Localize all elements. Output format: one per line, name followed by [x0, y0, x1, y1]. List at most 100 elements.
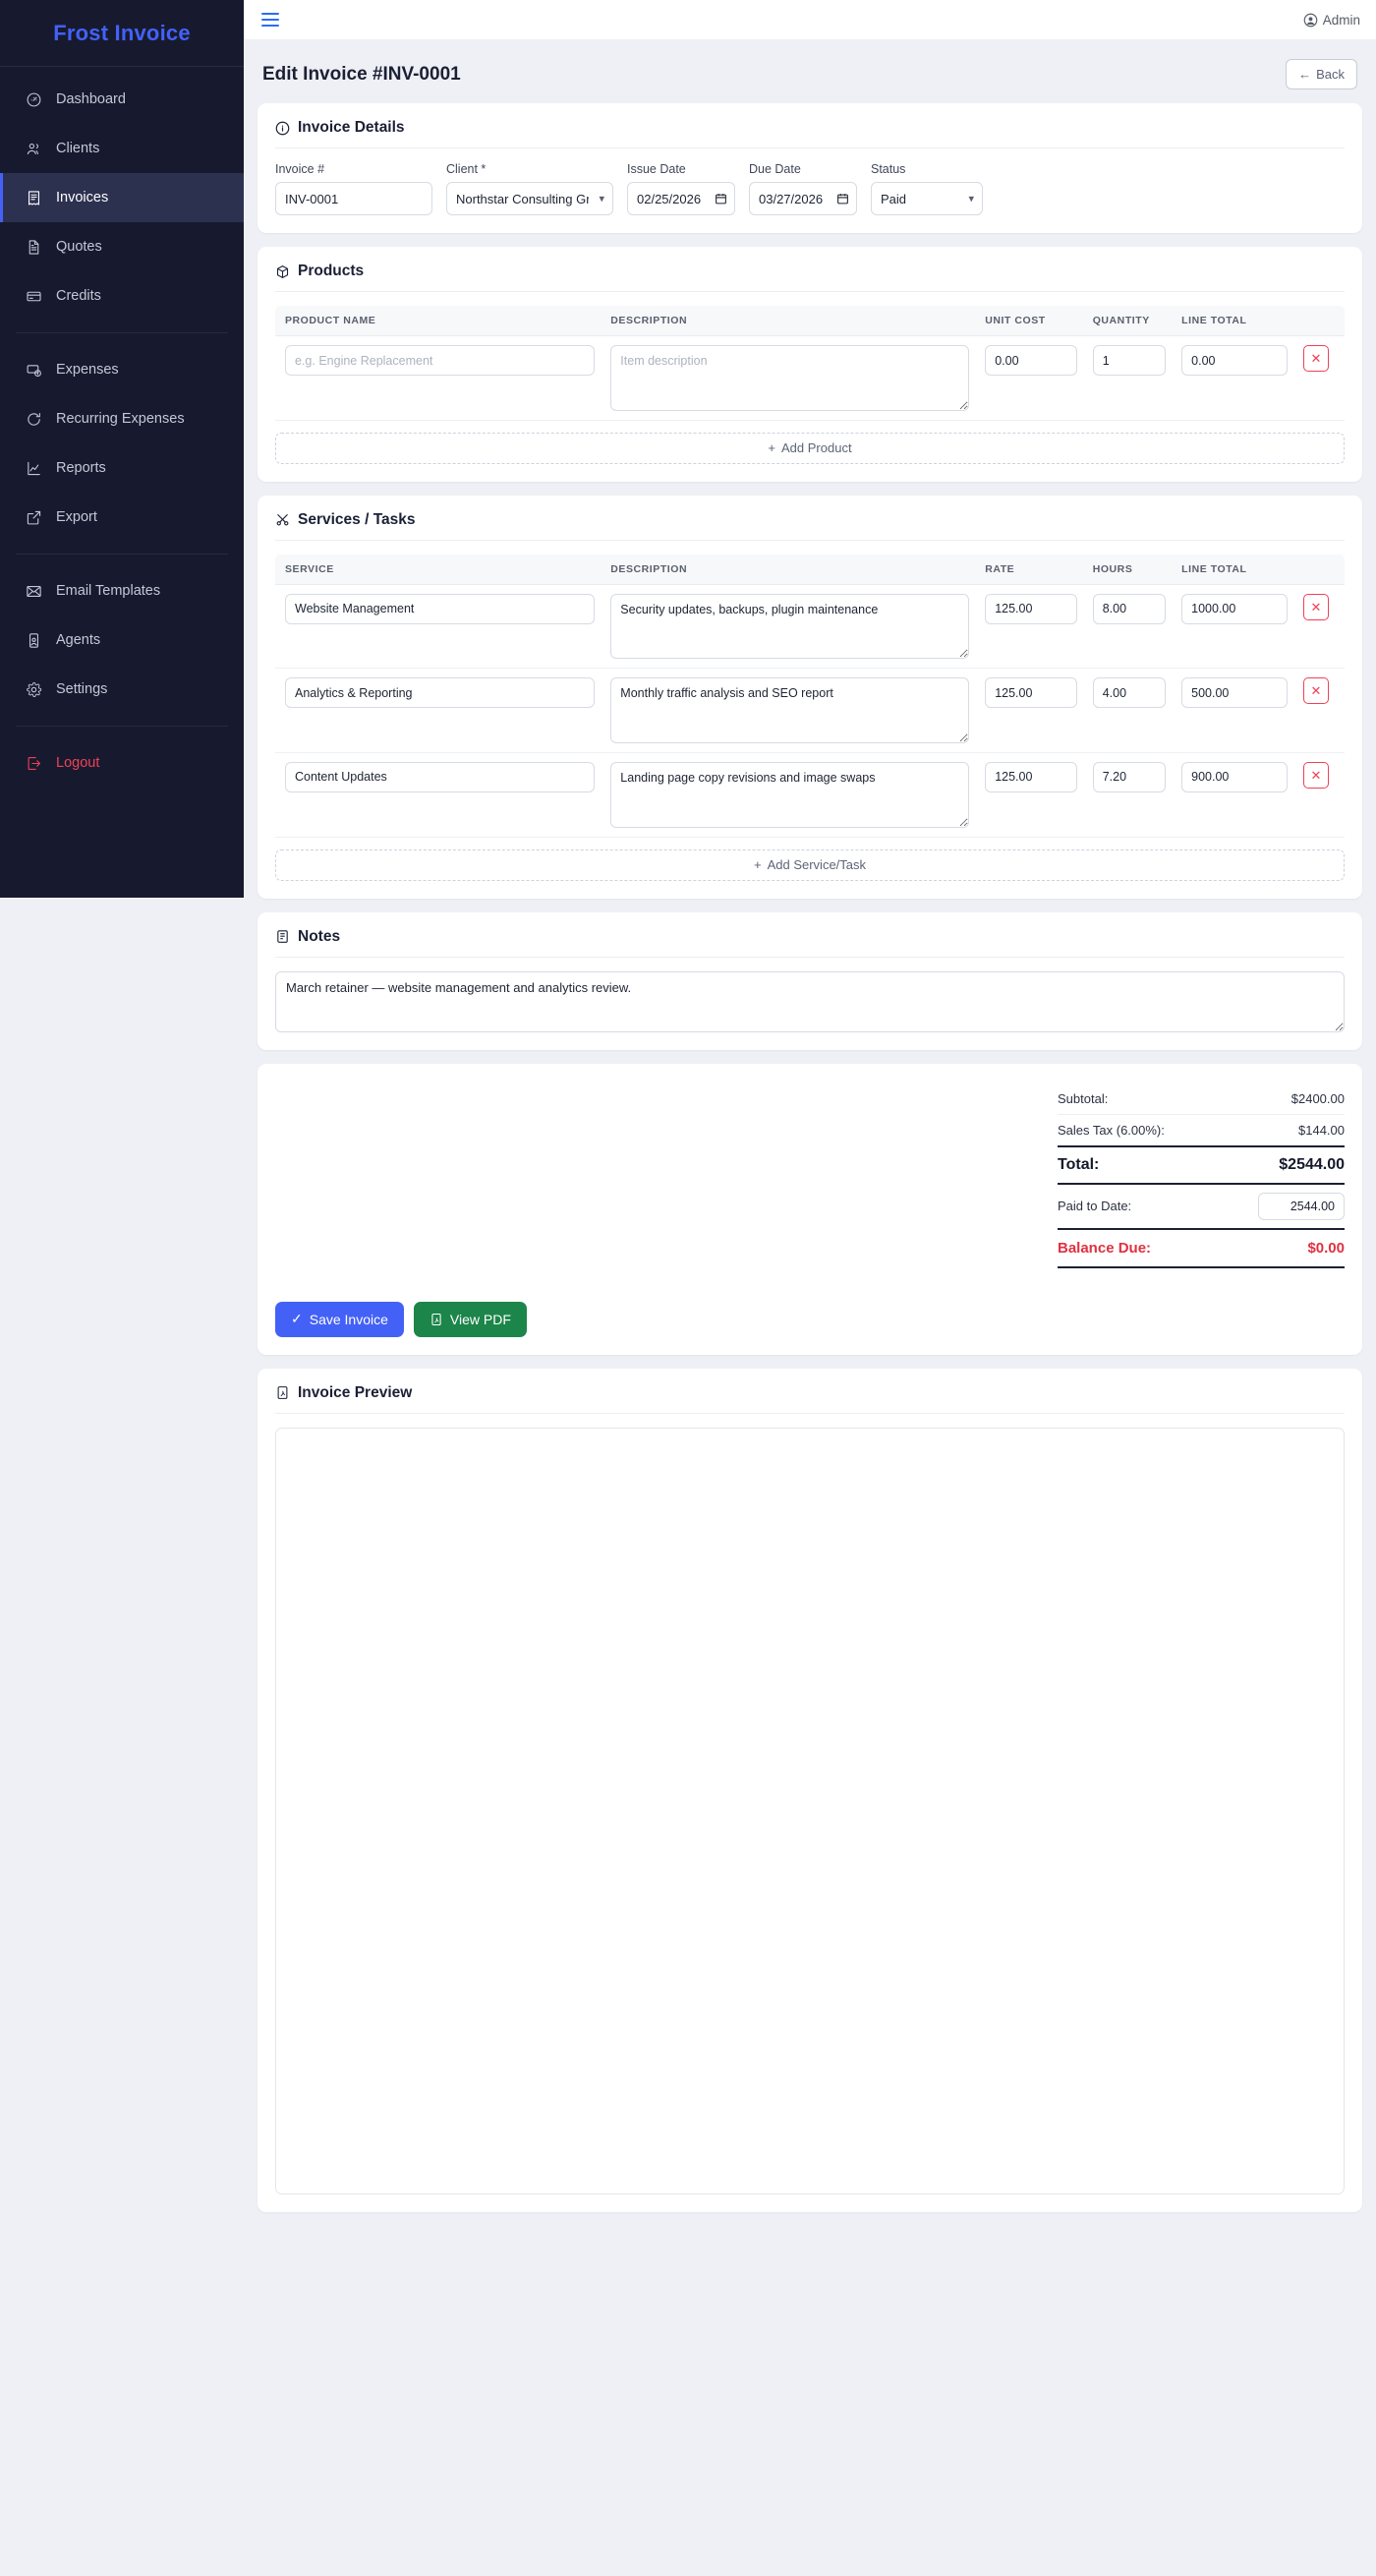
services-card: Services / Tasks SERVICE DESCRIPTION RATE H…: [258, 495, 1362, 899]
status-select[interactable]: Paid: [871, 182, 983, 215]
sidebar-item-email-templates[interactable]: Email Templates: [0, 566, 244, 615]
back-button[interactable]: ← Back: [1286, 59, 1357, 89]
sidebar-item-expenses[interactable]: Expenses: [0, 345, 244, 394]
table-row: ✕: [275, 752, 1345, 838]
sidebar-item-invoices[interactable]: Invoices: [0, 173, 244, 222]
sidebar-item-dashboard[interactable]: Dashboard: [0, 75, 244, 124]
add-product-button[interactable]: + Add Product: [275, 432, 1345, 464]
add-service-button[interactable]: + Add Service/Task: [275, 849, 1345, 881]
service-qty-input[interactable]: [1092, 593, 1167, 624]
sidebar-item-clients[interactable]: Clients: [0, 124, 244, 173]
sidebar-item-logout[interactable]: Logout: [0, 738, 244, 788]
action-buttons: ✓ Save Invoice View PDF: [275, 1301, 1345, 1337]
invoice-preview-title: Invoice Preview: [275, 1384, 1345, 1414]
sidebar-item-recurring-expenses[interactable]: Recurring Expenses: [0, 394, 244, 443]
sidebar-item-label: Recurring Expenses: [56, 411, 185, 427]
cell-qty: [1084, 752, 1175, 838]
section-label: Invoice Details: [298, 119, 405, 136]
close-icon: ✕: [1310, 767, 1322, 783]
service-rate-input[interactable]: [985, 761, 1077, 792]
product-name-input[interactable]: [285, 345, 596, 376]
due-date-input[interactable]: [749, 182, 857, 215]
logout-icon: [26, 755, 42, 772]
sidebar-group: Expenses Recurring Expenses Reports Export: [0, 337, 244, 550]
cell-rate: [977, 668, 1085, 753]
sidebar-item-reports[interactable]: Reports: [0, 443, 244, 493]
cell-rate: [977, 584, 1085, 670]
product-qty-input[interactable]: [1092, 345, 1167, 376]
service-name-input[interactable]: [285, 761, 596, 792]
note-icon: [277, 930, 288, 943]
user-label: Admin: [1322, 12, 1360, 28]
products-header-row: PRODUCT NAME DESCRIPTION UNIT COST QUANTITY…: [275, 306, 1345, 336]
user-menu[interactable]: Admin: [1303, 13, 1360, 28]
arrow-left-icon: ←: [1298, 67, 1312, 82]
invoice-preview-frame[interactable]: [275, 1427, 1345, 2195]
save-invoice-button[interactable]: ✓ Save Invoice: [275, 1301, 404, 1337]
gear-icon: [27, 681, 42, 697]
product-description-textarea[interactable]: [610, 345, 970, 411]
service-line-total-input[interactable]: [1181, 761, 1288, 792]
sidebar-item-label: Credits: [56, 288, 101, 304]
subtotal-row: Subtotal: $2400.00: [1058, 1083, 1345, 1115]
brand[interactable]: Frost Invoice: [0, 0, 244, 67]
back-button-label: Back: [1316, 67, 1345, 82]
hamburger-icon[interactable]: [261, 9, 279, 30]
section-label: Products: [298, 263, 365, 279]
service-delete-button[interactable]: ✕: [1302, 593, 1329, 620]
service-line-total-input[interactable]: [1181, 593, 1288, 624]
sidebar-item-quotes[interactable]: Quotes: [0, 222, 244, 271]
document-icon: [26, 239, 42, 256]
sidebar-group: Dashboard Clients Invoices Quotes Credits: [0, 67, 244, 328]
paid-to-date-input[interactable]: [1258, 1192, 1345, 1220]
total-value: $2544.00: [1279, 1155, 1345, 1173]
pdf-icon: [431, 1313, 441, 1325]
product-delete-button[interactable]: ✕: [1302, 345, 1329, 372]
money-icon: [26, 362, 42, 379]
products-title: Products: [275, 263, 1345, 292]
notes-textarea[interactable]: [275, 970, 1345, 1032]
chart-icon: [26, 460, 42, 477]
service-rate-input[interactable]: [985, 593, 1077, 624]
view-pdf-button[interactable]: View PDF: [413, 1301, 527, 1337]
service-rate-input[interactable]: [985, 677, 1077, 709]
cell-qty: [1084, 584, 1175, 670]
service-delete-button[interactable]: ✕: [1302, 677, 1329, 705]
sidebar-item-settings[interactable]: Settings: [0, 665, 244, 714]
column-header-actions: [1294, 306, 1345, 336]
service-qty-input[interactable]: [1092, 677, 1167, 709]
sidebar-item-label: Reports: [56, 460, 106, 476]
service-description-textarea[interactable]: [610, 677, 970, 743]
cell-actions: ✕: [1294, 335, 1345, 421]
invoice-number-input[interactable]: [275, 182, 432, 215]
product-line-total-input[interactable]: [1181, 345, 1288, 376]
external-link-icon: [26, 509, 42, 526]
field-invoice-number: Invoice #: [275, 162, 432, 215]
cell-actions: ✕: [1294, 752, 1345, 838]
receipt-icon: [26, 190, 42, 206]
cell-name: [275, 335, 603, 421]
service-description-textarea[interactable]: [610, 761, 970, 828]
service-name-input[interactable]: [285, 677, 596, 709]
sidebar-item-credits[interactable]: Credits: [0, 271, 244, 321]
cell-actions: ✕: [1294, 584, 1345, 670]
sidebar-divider: [16, 332, 228, 333]
sidebar-item-label: Clients: [56, 141, 100, 156]
service-delete-button[interactable]: ✕: [1302, 761, 1329, 789]
field-status: Status Paid ▾: [871, 162, 983, 215]
brand-text: Frost Invoice: [53, 20, 191, 45]
product-rate-input[interactable]: [985, 345, 1077, 376]
service-description-textarea[interactable]: [610, 593, 970, 660]
client-select[interactable]: Northstar Consulting Group: [446, 182, 613, 215]
sidebar-item-export[interactable]: Export: [0, 493, 244, 542]
sidebar-item-agents[interactable]: Agents: [0, 615, 244, 665]
service-line-total-input[interactable]: [1181, 677, 1288, 709]
cell-rate: [977, 335, 1085, 421]
service-qty-input[interactable]: [1092, 761, 1167, 792]
table-row: ✕: [275, 335, 1345, 421]
service-name-input[interactable]: [285, 593, 596, 624]
close-icon: ✕: [1310, 683, 1322, 699]
card-icon: [27, 291, 41, 301]
cell-line-total: [1174, 335, 1295, 421]
issue-date-input[interactable]: [627, 182, 735, 215]
